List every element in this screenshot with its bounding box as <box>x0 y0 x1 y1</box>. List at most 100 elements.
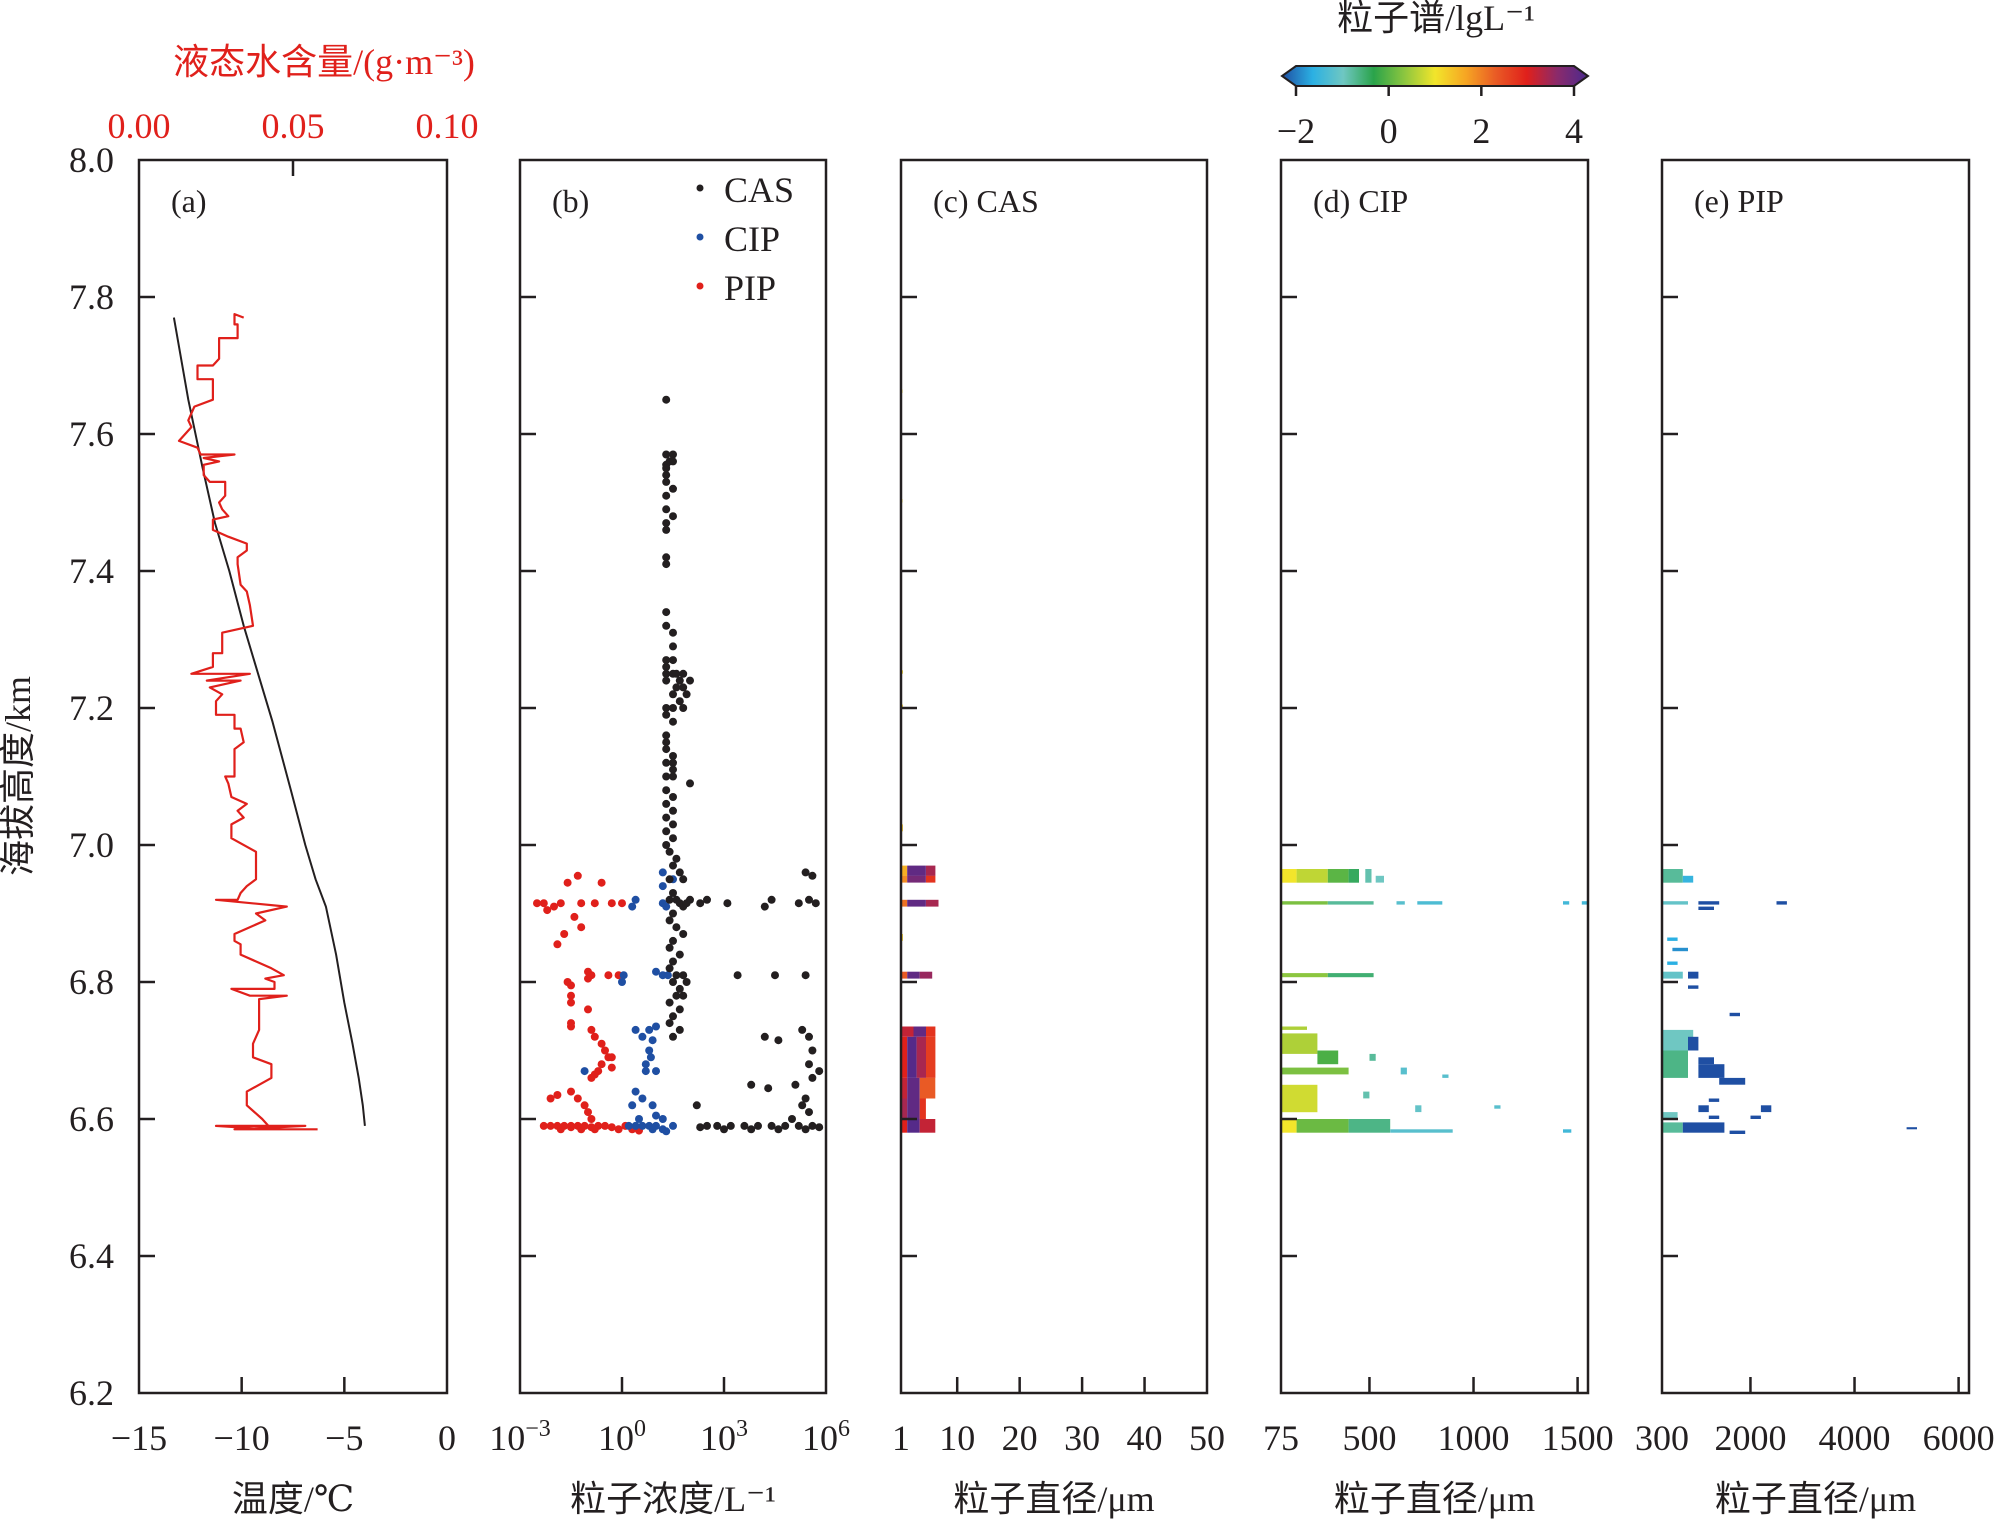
legend-label: CIP <box>724 219 780 259</box>
point-cip <box>638 1121 647 1130</box>
point-cas <box>662 471 671 480</box>
y-tick-label: 7.6 <box>69 414 114 454</box>
y-tick-label: 6.8 <box>69 962 114 1002</box>
point-cas <box>723 899 732 908</box>
x-tick-label: 75 <box>1263 1418 1299 1458</box>
point-cas <box>754 1121 762 1130</box>
colorbar-tick-label: 2 <box>1472 111 1490 151</box>
heatmap-cell <box>901 1026 914 1037</box>
point-cas <box>665 847 674 856</box>
point-cas <box>665 916 674 925</box>
x-tick-label: −5 <box>325 1418 363 1458</box>
point-cip <box>648 1036 657 1045</box>
panel-label: (b) <box>552 183 589 219</box>
point-pip <box>567 991 575 1000</box>
point-pip <box>567 998 575 1007</box>
point-pip <box>543 906 552 915</box>
point-cas <box>669 834 677 843</box>
point-cas <box>669 772 677 781</box>
point-cas <box>682 690 691 699</box>
lwc-tick-label: 0.05 <box>262 106 325 146</box>
point-cas <box>679 669 688 678</box>
point-pip <box>584 974 592 983</box>
point-pip <box>607 1053 616 1062</box>
point-cas <box>662 656 671 665</box>
point-cip <box>619 971 628 980</box>
heatmap-cell <box>1281 1033 1318 1054</box>
colorbar-bar <box>1280 65 1590 87</box>
point-cas <box>669 450 677 459</box>
point-cas <box>805 1060 813 1069</box>
heatmap-cell <box>1415 1105 1422 1113</box>
heatmap-cell <box>1581 901 1587 905</box>
point-pip <box>567 981 575 990</box>
point-pip <box>570 912 579 921</box>
plot-frame <box>137 158 449 1395</box>
x-tick-label: −15 <box>111 1418 167 1458</box>
point-cas <box>791 1080 800 1089</box>
point-cas <box>747 1080 756 1089</box>
point-cas <box>662 710 671 719</box>
point-cas <box>662 560 671 569</box>
point-pip <box>590 1032 599 1041</box>
point-cas <box>703 895 711 904</box>
point-cip <box>648 1125 657 1134</box>
heatmap-cell <box>1348 869 1359 883</box>
heatmap-cell <box>1327 901 1374 905</box>
heatmap-cell <box>1563 1129 1572 1133</box>
point-cip <box>658 882 667 891</box>
heatmap-cell <box>901 875 908 883</box>
x-tick-label: 1000 <box>1438 1418 1510 1458</box>
x-axis-title: 粒子直径/μm <box>1334 1479 1535 1519</box>
point-pip <box>573 1094 582 1103</box>
point-pip <box>553 1091 562 1099</box>
point-cas <box>801 971 810 980</box>
heatmap-cell <box>1688 1036 1699 1051</box>
point-cas <box>669 704 677 712</box>
point-cas <box>662 669 671 678</box>
heatmap-cell <box>926 865 936 876</box>
x-tick-label: 2000 <box>1714 1418 1786 1458</box>
colorbar-title: 粒子谱/lgL⁻¹ <box>1337 0 1535 38</box>
heatmap-cell <box>901 971 908 979</box>
point-pip <box>553 940 562 949</box>
legend-marker <box>696 184 704 192</box>
point-cas <box>669 861 677 870</box>
heatmap-cell <box>901 899 908 907</box>
point-cas <box>662 525 671 534</box>
plot-frame <box>1660 158 1971 1395</box>
heatmap-cell <box>1296 1119 1349 1133</box>
point-cas <box>662 464 671 473</box>
point-cas <box>798 1101 807 1110</box>
point-cip <box>631 1087 640 1096</box>
heatmap-cell <box>901 1119 908 1133</box>
point-cas <box>805 1032 813 1041</box>
heatmap-cell <box>1906 1127 1917 1130</box>
point-pip <box>597 1039 606 1048</box>
heatmap-cell <box>1327 973 1374 978</box>
heatmap-cell <box>1698 906 1714 910</box>
point-pip <box>577 899 586 908</box>
point-cas <box>672 971 681 980</box>
point-cip <box>658 1115 667 1123</box>
heatmap-cell <box>1682 1122 1725 1133</box>
point-cas <box>669 1012 677 1021</box>
point-pip <box>597 1060 606 1069</box>
point-cas <box>672 683 681 692</box>
point-cas <box>669 457 677 466</box>
point-cas <box>662 841 671 849</box>
point-pip <box>601 1046 609 1055</box>
point-pip <box>546 1094 555 1103</box>
point-cas <box>672 991 681 1000</box>
x-tick-label: 300 <box>1635 1418 1689 1458</box>
point-cas <box>669 752 677 760</box>
point-cas <box>771 971 779 980</box>
y-tick-label: 6.2 <box>69 1373 114 1413</box>
point-cip <box>652 1022 660 1031</box>
point-pip <box>567 1123 575 1132</box>
lwc-tick-labels: 0.00 0.05 0.10 <box>108 106 479 146</box>
point-cip <box>646 1053 655 1062</box>
x-axis-title: 粒子直径/μm <box>953 1479 1154 1519</box>
y-tick-labels: 8.0 7.8 7.6 7.4 7.2 7.0 6.8 6.6 6.4 6.2 <box>69 140 114 1413</box>
